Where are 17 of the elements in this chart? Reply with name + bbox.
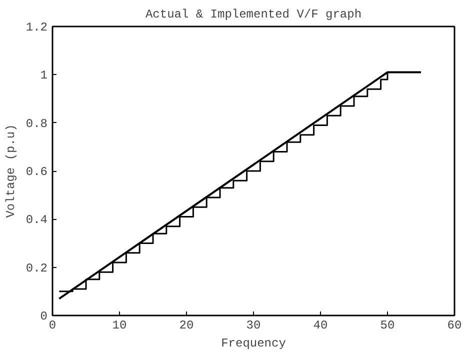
x-tick-label: 60: [447, 318, 462, 332]
y-tick-label: 0: [40, 310, 48, 324]
y-tick-label: 0.4: [26, 213, 48, 228]
x-tick-label: 50: [380, 318, 395, 332]
x-tick-label: 10: [112, 318, 127, 332]
x-tick-label: 40: [313, 318, 328, 332]
y-tick-label: 1.2: [26, 20, 48, 34]
y-tick-label: 1: [40, 68, 48, 83]
chart-title: Actual & Implemented V/F graph: [145, 8, 362, 22]
y-tick-label: 0.2: [26, 261, 48, 276]
x-tick-label: 30: [246, 318, 261, 332]
x-tick-label: 0: [48, 318, 56, 332]
x-tick-label: 20: [179, 318, 194, 332]
y-tick-label: 0.6: [26, 165, 48, 179]
y-tick-label: 0.8: [26, 116, 48, 131]
y-axis-title: Voltage (p.u): [4, 124, 18, 218]
x-axis-title: Frequency: [221, 336, 286, 350]
